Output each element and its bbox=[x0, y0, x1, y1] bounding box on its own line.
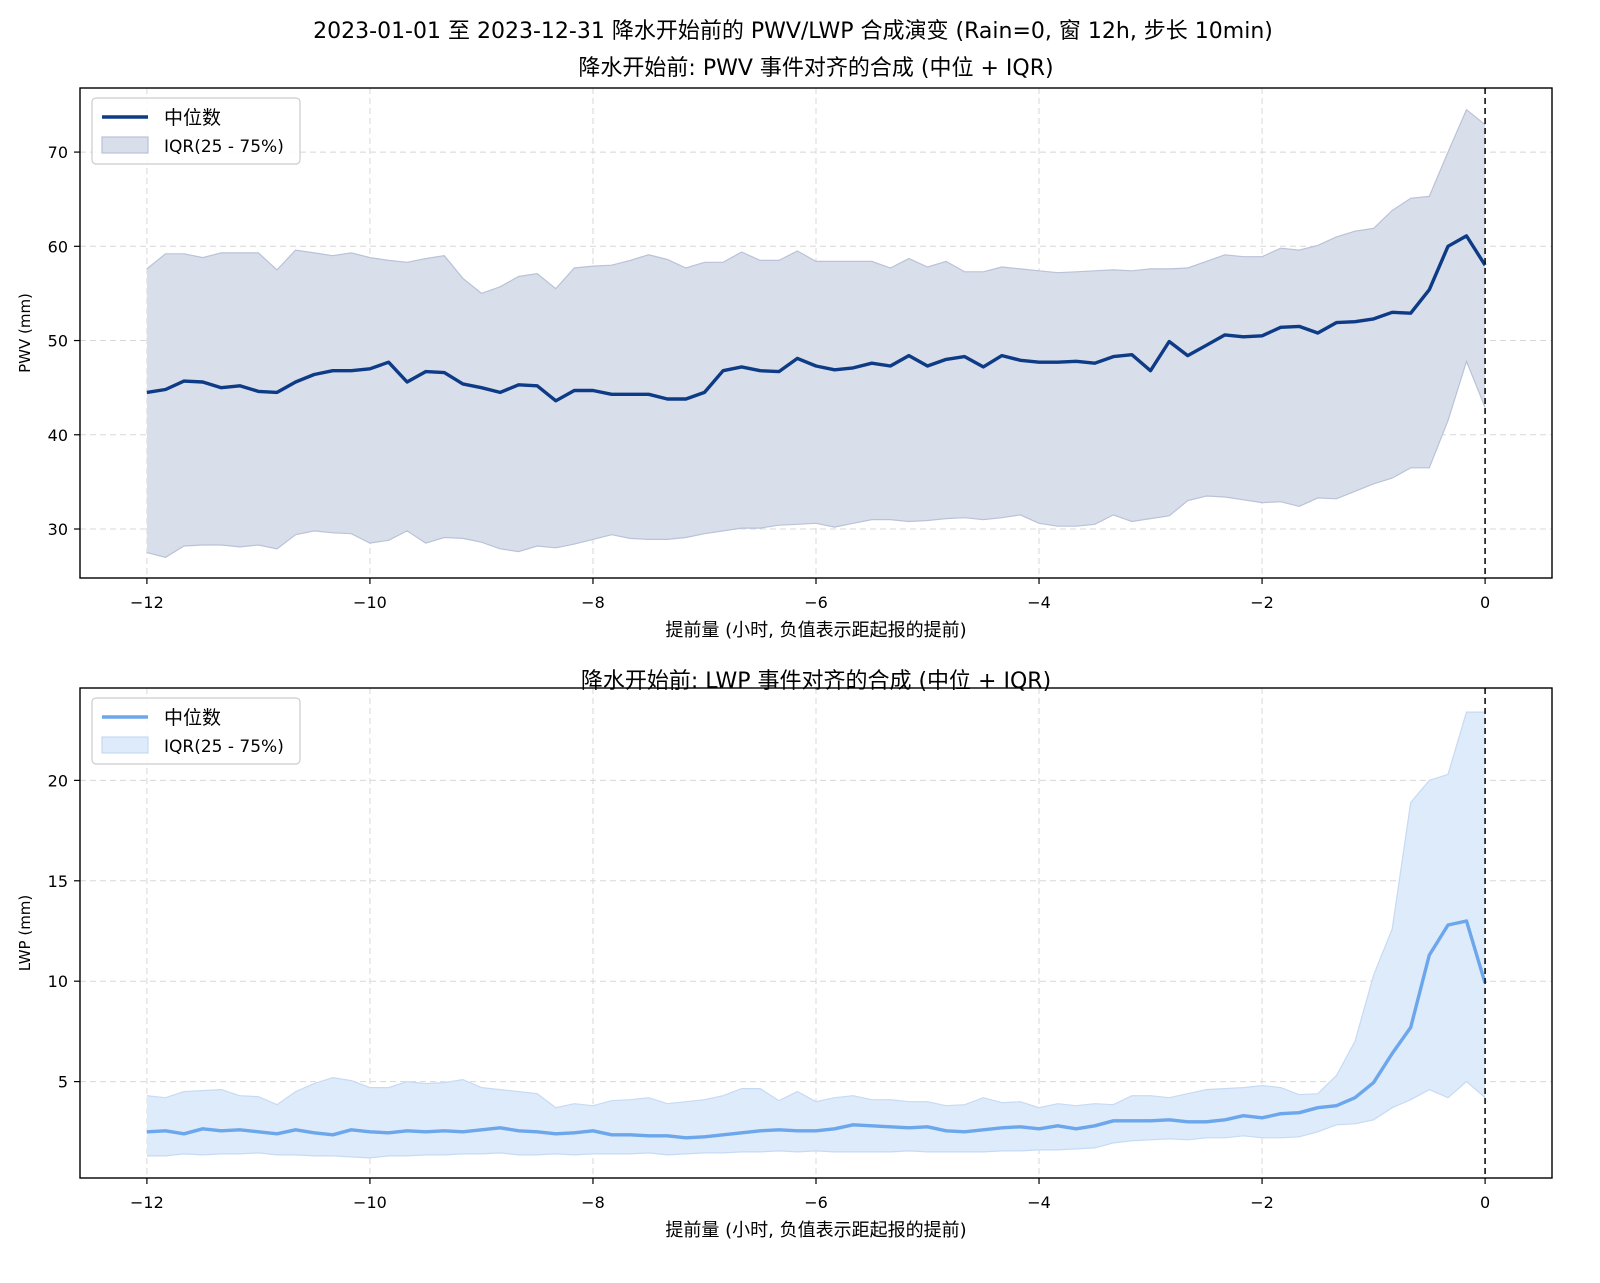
lwp-x-tick-label: −8 bbox=[581, 1193, 605, 1212]
lwp-panel: 降水开始前: LWP 事件对齐的合成 (中位 + IQR) −12 −10 −8 −6… bbox=[16, 669, 1553, 1241]
pwv-legend: 中位数 IQR(25 - 75%) bbox=[91, 97, 301, 165]
pwv-legend-median-label: 中位数 bbox=[164, 107, 221, 129]
lwp-y-tick-label: 10 bbox=[48, 972, 68, 991]
lwp-x-tick-label: −6 bbox=[804, 1193, 828, 1212]
lwp-x-tick-label: 0 bbox=[1480, 1193, 1490, 1212]
pwv-x-tick-label: −8 bbox=[581, 593, 605, 612]
lwp-ticks: −12 −10 −8 −6 −4 −2 0 5 10 15 20 bbox=[48, 771, 1491, 1212]
lwp-legend-iqr-label: IQR(25 - 75%) bbox=[164, 737, 284, 757]
lwp-x-tick-label: −12 bbox=[130, 1193, 164, 1212]
lwp-x-tick-label: −2 bbox=[1250, 1193, 1274, 1212]
pwv-median-line bbox=[146, 234, 1487, 403]
pwv-legend-iqr-swatch bbox=[101, 136, 149, 154]
pwv-y-tick-label: 60 bbox=[48, 237, 68, 256]
pwv-y-tick-label: 70 bbox=[48, 143, 68, 162]
pwv-x-tick-label: −2 bbox=[1250, 593, 1274, 612]
lwp-legend-median-label: 中位数 bbox=[164, 707, 221, 729]
pwv-x-tick-label: −4 bbox=[1027, 593, 1051, 612]
lwp-y-tick-label: 20 bbox=[48, 771, 68, 790]
pwv-x-tick-label: −10 bbox=[353, 593, 387, 612]
pwv-y-tick-label: 50 bbox=[48, 332, 68, 351]
pwv-x-tick-label: −12 bbox=[130, 593, 164, 612]
pwv-y-tick-label: 30 bbox=[48, 520, 68, 539]
pwv-x-axis-label: 提前量 (小时, 负值表示距起报的提前) bbox=[665, 620, 966, 641]
figure-suptitle: 2023-01-01 至 2023-12-31 降水开始前的 PWV/LWP 合… bbox=[313, 19, 1273, 44]
lwp-legend-iqr-swatch bbox=[101, 736, 149, 754]
lwp-y-tick-label: 15 bbox=[48, 872, 68, 891]
lwp-y-axis-label: LWP (mm) bbox=[16, 895, 34, 972]
pwv-y-tick-label: 40 bbox=[48, 426, 68, 445]
pwv-iqr-upper-edge bbox=[146, 108, 1486, 295]
lwp-x-axis-label: 提前量 (小时, 负值表示距起报的提前) bbox=[665, 1220, 966, 1241]
pwv-iqr-band bbox=[146, 109, 1486, 558]
lwp-iqr-upper-edge bbox=[146, 711, 1486, 1109]
lwp-legend: 中位数 IQR(25 - 75%) bbox=[91, 697, 301, 765]
lwp-iqr-band bbox=[146, 712, 1486, 1158]
pwv-panel: 降水开始前: PWV 事件对齐的合成 (中位 + IQR) −12 −10 −8 −6… bbox=[16, 56, 1553, 641]
pwv-y-axis-label: PWV (mm) bbox=[16, 293, 34, 373]
lwp-median-line bbox=[146, 919, 1487, 1140]
lwp-iqr-lower-edge bbox=[146, 1080, 1486, 1159]
lwp-y-tick-label: 5 bbox=[58, 1073, 68, 1092]
lwp-x-tick-label: −10 bbox=[353, 1193, 387, 1212]
pwv-x-tick-label: −6 bbox=[804, 593, 828, 612]
pwv-legend-iqr-label: IQR(25 - 75%) bbox=[164, 137, 284, 157]
pwv-x-tick-label: 0 bbox=[1480, 593, 1490, 612]
pwv-ticks: −12 −10 −8 −6 −4 −2 0 30 40 50 60 70 bbox=[48, 143, 1491, 612]
pwv-panel-title: 降水开始前: PWV 事件对齐的合成 (中位 + IQR) bbox=[578, 56, 1053, 81]
lwp-x-tick-label: −4 bbox=[1027, 1193, 1051, 1212]
pwv-iqr-lower-edge bbox=[146, 359, 1486, 558]
